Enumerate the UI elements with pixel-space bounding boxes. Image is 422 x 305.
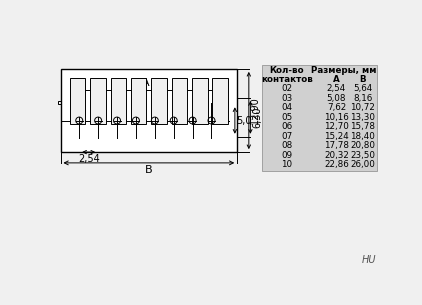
Bar <box>131 78 146 124</box>
Text: 5,64: 5,64 <box>353 84 372 93</box>
Text: 18,40: 18,40 <box>350 132 375 141</box>
Text: 12,90: 12,90 <box>250 97 260 124</box>
Text: 08: 08 <box>281 141 292 150</box>
Text: 20,32: 20,32 <box>324 151 349 160</box>
Text: 17,78: 17,78 <box>324 141 349 150</box>
Text: 2,54: 2,54 <box>327 84 346 93</box>
Text: 07: 07 <box>281 132 292 141</box>
Text: 06: 06 <box>281 122 292 131</box>
Bar <box>172 78 187 124</box>
Text: 8,16: 8,16 <box>353 94 372 103</box>
Text: 10,72: 10,72 <box>350 103 375 112</box>
Text: контактов: контактов <box>261 75 313 84</box>
Bar <box>227 101 233 104</box>
Text: 04: 04 <box>281 103 292 112</box>
Text: 15,24: 15,24 <box>324 132 349 141</box>
Text: B: B <box>360 75 366 84</box>
Bar <box>278 131 340 139</box>
Bar <box>60 69 237 152</box>
Text: B: B <box>145 165 153 175</box>
Text: 2,80: 2,80 <box>350 98 372 108</box>
Text: 5,08: 5,08 <box>327 94 346 103</box>
Bar <box>278 107 287 131</box>
Bar <box>192 78 208 124</box>
Text: A: A <box>141 78 149 88</box>
Text: 10,16: 10,16 <box>324 113 349 122</box>
Bar <box>58 101 64 104</box>
Bar <box>64 98 227 104</box>
Text: 20,80: 20,80 <box>350 141 375 150</box>
Text: 7,62: 7,62 <box>327 103 346 112</box>
Text: 02: 02 <box>281 84 292 93</box>
Bar <box>70 104 221 137</box>
Text: 09: 09 <box>281 151 292 160</box>
Polygon shape <box>288 117 338 127</box>
Text: 2,54: 2,54 <box>78 154 100 164</box>
Text: 15,78: 15,78 <box>350 122 375 131</box>
Bar <box>278 99 340 139</box>
Text: 5,0: 5,0 <box>236 116 252 126</box>
Bar <box>212 78 228 124</box>
Bar <box>262 65 377 171</box>
Text: 13,30: 13,30 <box>350 113 375 122</box>
Bar <box>278 99 340 107</box>
Text: 12,70: 12,70 <box>324 122 349 131</box>
Text: Размеры, мм: Размеры, мм <box>311 66 377 75</box>
Text: 03: 03 <box>281 94 292 103</box>
Bar <box>90 78 106 124</box>
Text: A: A <box>333 75 340 84</box>
Text: HU: HU <box>362 255 377 265</box>
Text: Кол-во: Кол-во <box>270 66 304 75</box>
Text: 26,00: 26,00 <box>350 160 375 169</box>
Text: 23,50: 23,50 <box>350 151 375 160</box>
Text: 05: 05 <box>281 113 292 122</box>
Bar <box>70 78 85 124</box>
Text: 6,30: 6,30 <box>252 107 262 128</box>
Bar <box>111 78 126 124</box>
Bar <box>151 78 167 124</box>
Text: 10: 10 <box>281 160 292 169</box>
Text: 22,86: 22,86 <box>324 160 349 169</box>
Bar <box>282 107 340 131</box>
